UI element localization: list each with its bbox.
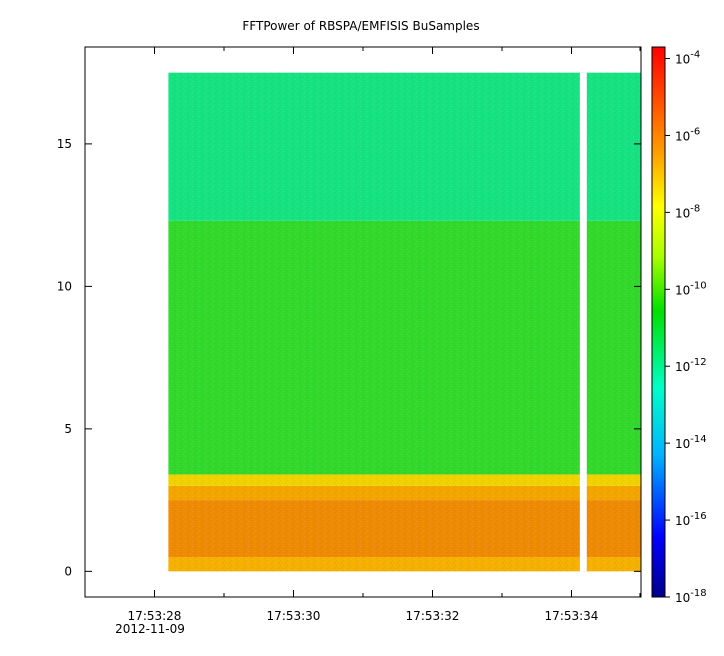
y-axis: 0 5 10 15 xyxy=(57,137,641,578)
colorbar-ticks: 10-4 10-6 10-8 10-10 10-12 10-14 10-16 10-18 xyxy=(665,50,707,605)
colorbar-tick-label: 10-12 xyxy=(675,357,707,374)
x-tick-label: 17:53:28 xyxy=(128,609,182,623)
x-tick-label: 17:53:34 xyxy=(545,609,599,623)
colorbar-tick-label: 10-16 xyxy=(675,511,707,528)
colorbar-gradient xyxy=(652,47,665,597)
colorbar-tick-label: 10-14 xyxy=(675,434,707,451)
x-axis: 17:53:28 17:53:30 17:53:32 17:53:34 xyxy=(128,47,641,623)
colorbar-tick-label: 10-8 xyxy=(675,203,700,220)
y-tick-label: 15 xyxy=(57,137,72,151)
chart-title: FFTPower of RBSPA/EMFISIS BuSamples xyxy=(242,19,479,33)
colorbar-tick-label: 10-4 xyxy=(675,50,700,67)
spectrogram-noise-texture xyxy=(168,72,641,572)
y-tick-label: 5 xyxy=(64,422,72,436)
colorbar-frame xyxy=(651,46,666,598)
data-gap xyxy=(579,72,587,572)
x-tick-label: 17:53:32 xyxy=(406,609,460,623)
colorbar-tick-label: 10-10 xyxy=(675,280,707,297)
y-tick-label: 10 xyxy=(57,279,72,293)
colorbar-tick-label: 10-18 xyxy=(675,588,707,605)
x-tick-label: 17:53:30 xyxy=(267,609,321,623)
y-tick-label: 0 xyxy=(64,564,72,578)
colorbar-tick-label: 10-6 xyxy=(675,126,700,143)
x-axis-date-label: 2012-11-09 xyxy=(115,622,185,636)
colorbar: 10-4 10-6 10-8 10-10 10-12 10-14 10-16 10-18 xyxy=(651,46,707,605)
